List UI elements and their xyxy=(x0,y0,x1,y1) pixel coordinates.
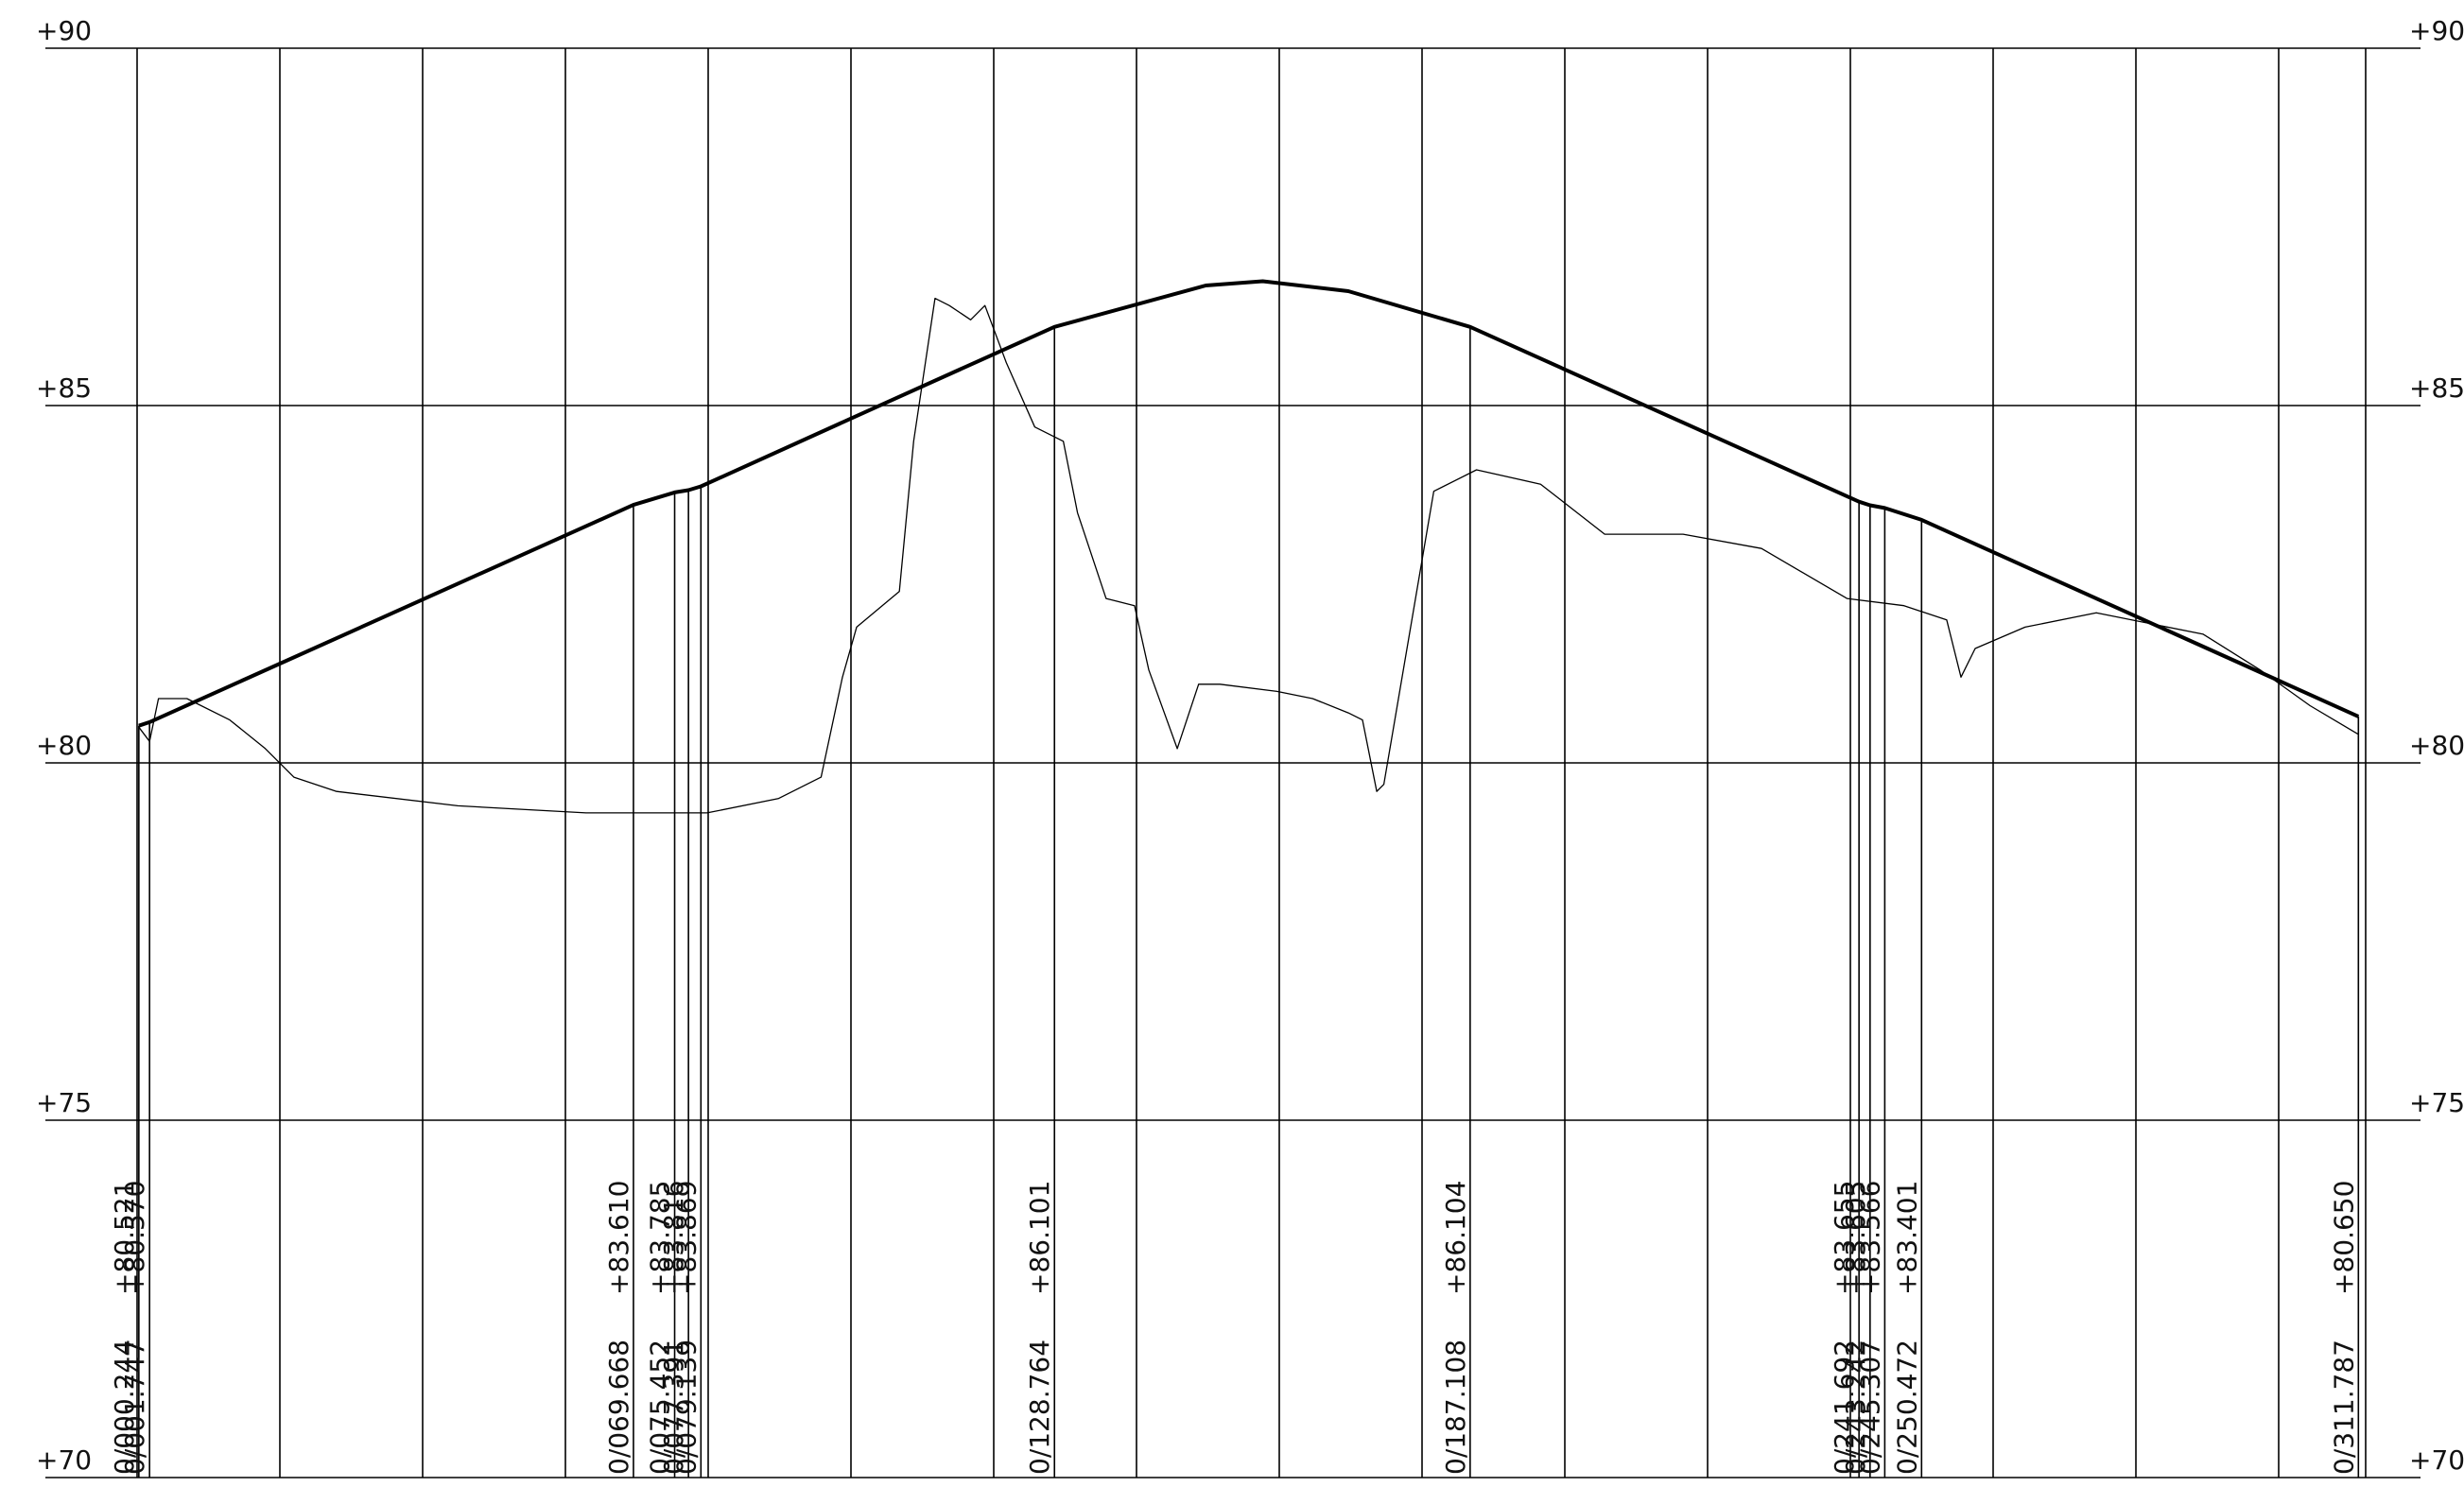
y-label-80-left: +80 xyxy=(36,730,92,761)
station-elevation-label: +83.869 xyxy=(670,1181,702,1295)
station-elevation-label: +83.816 xyxy=(658,1181,689,1295)
station-chainage-label: 0/241.692 xyxy=(1829,1340,1860,1475)
station-elevation-label: +86.101 xyxy=(1024,1181,1055,1295)
y-label-75-left: +75 xyxy=(36,1087,92,1118)
station-elevation-label: +83.566 xyxy=(1854,1181,1885,1295)
y-label-90-right: +90 xyxy=(2409,15,2464,46)
station-elevation-label: +83.785 xyxy=(645,1181,676,1295)
design-grade-line xyxy=(138,279,2360,728)
y-label-75-right: +75 xyxy=(2409,1087,2464,1118)
station-chainage-label: 0/000.244 xyxy=(109,1340,140,1475)
y-label-80-right: +80 xyxy=(2409,730,2464,761)
station-elevation-label: +83.655 xyxy=(1829,1181,1860,1295)
y-label-70-right: +70 xyxy=(2409,1444,2464,1476)
station-labels: 0/000.244 +80.521 0/001.747 +80.570 0/069.66… xyxy=(109,1181,2359,1475)
station-chainage-label: 0/243.242 xyxy=(1840,1340,1871,1475)
station-elevation-label: +86.104 xyxy=(1440,1181,1471,1295)
station-chainage-label: 0/311.787 xyxy=(2328,1340,2359,1475)
station-chainage-label: 0/250.472 xyxy=(1891,1340,1922,1475)
station-elevation-label: +83.401 xyxy=(1891,1181,1922,1295)
y-label-70-left: +70 xyxy=(36,1444,92,1476)
station-elevation-label: +80.570 xyxy=(119,1181,150,1295)
station-elevation-label: +80.650 xyxy=(2328,1181,2359,1295)
station-chainage-label: 0/077.391 xyxy=(658,1340,689,1475)
station-chainage-label: 0/069.668 xyxy=(603,1340,634,1475)
station-elevation-label: +83.605 xyxy=(1840,1181,1871,1295)
station-chainage-label: 0/187.108 xyxy=(1440,1340,1471,1475)
station-chainage-label: 0/075.452 xyxy=(645,1340,676,1475)
station-chainage-label: 0/245.307 xyxy=(1854,1340,1885,1475)
y-label-85-left: +85 xyxy=(36,372,92,404)
vertical-grid xyxy=(136,48,2367,1478)
station-elevation-label: +83.610 xyxy=(603,1181,634,1295)
station-chainage-label: 0/079.139 xyxy=(670,1340,702,1475)
existing-ground-line xyxy=(138,297,2359,814)
station-elevation-label: +80.521 xyxy=(109,1181,140,1295)
station-lines xyxy=(138,326,2360,1478)
station-chainage-label: 0/001.747 xyxy=(119,1340,150,1475)
y-label-90-left: +90 xyxy=(36,15,92,46)
station-chainage-label: 0/128.764 xyxy=(1024,1340,1055,1475)
y-label-85-right: +85 xyxy=(2409,372,2464,404)
